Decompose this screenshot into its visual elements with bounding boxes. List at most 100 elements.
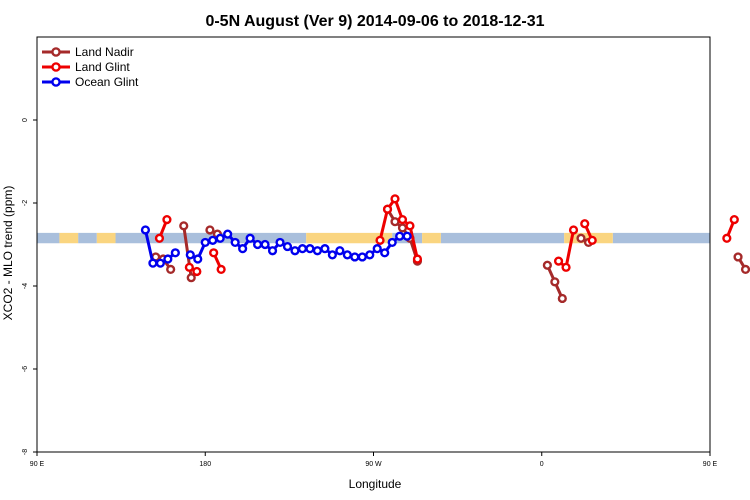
ocean-glint-point xyxy=(282,241,293,252)
ocean-glint-point xyxy=(350,252,360,262)
land-band-1 xyxy=(96,232,116,244)
ocean-band-1 xyxy=(78,232,97,244)
ocean-glint-point xyxy=(327,250,337,260)
ocean-glint-point xyxy=(380,248,390,258)
ocean-band-5 xyxy=(612,232,710,244)
ocean-glint-point xyxy=(200,237,210,248)
x-axis-label: Longitude xyxy=(349,477,402,491)
y-axis: 0 -2 -4 -6 -8 xyxy=(22,37,38,455)
land-nadir-point xyxy=(542,260,552,270)
ocean-glint-point xyxy=(402,231,412,241)
y-axis-label: XCO2 - MLO trend (ppm) xyxy=(1,186,15,321)
land-glint-point xyxy=(729,215,739,225)
ocean-glint-point xyxy=(305,244,315,254)
ocean-glint-point xyxy=(185,250,195,260)
ocean-band-0 xyxy=(37,232,60,244)
land-glint-point xyxy=(375,235,385,245)
land-nadir-point xyxy=(576,233,586,243)
ocean-glint-point xyxy=(312,246,323,256)
legend-item-ocean-glint: Ocean Glint xyxy=(42,75,139,89)
ocean-glint-point xyxy=(215,233,225,243)
ocean-glint-point xyxy=(275,237,285,248)
ocean-glint-point xyxy=(297,244,308,254)
land-glint-point xyxy=(553,256,564,266)
ocean-glint-series xyxy=(140,225,412,268)
chart-title: 0-5N August (Ver 9) 2014-09-06 to 2018-1… xyxy=(205,13,544,30)
land-glint-point xyxy=(580,219,590,229)
ocean-band-4 xyxy=(440,232,565,244)
land-nadir-point xyxy=(205,225,215,235)
x-tick-label: 90 E xyxy=(703,461,718,468)
ocean-glint-point xyxy=(335,246,345,256)
ocean-glint-point xyxy=(230,237,240,248)
land-nadir-point xyxy=(166,264,176,275)
land-nadir-point xyxy=(390,217,400,227)
y-tick-label: 0 xyxy=(22,118,29,122)
x-tick-label: 90 E xyxy=(30,461,45,468)
land-band-0 xyxy=(59,232,79,244)
ocean-glint-point xyxy=(342,250,352,260)
land-glint-point xyxy=(216,264,226,275)
legend-label: Ocean Glint xyxy=(75,75,139,89)
ocean-glint-point xyxy=(238,244,248,254)
ocean-glint-point xyxy=(208,235,218,245)
ocean-glint-point xyxy=(252,239,263,250)
plot-frame xyxy=(36,36,711,453)
ocean-glint-point xyxy=(155,258,165,268)
land-band-3 xyxy=(422,232,441,244)
legend-item-land-glint: Land Glint xyxy=(42,60,130,74)
land-nadir-point xyxy=(733,252,743,262)
ocean-glint-point xyxy=(223,229,233,239)
legend-swatch-marker xyxy=(51,77,61,87)
land-nadir-point xyxy=(740,264,750,274)
land-glint-point xyxy=(722,233,732,243)
land-glint-point xyxy=(154,233,165,243)
y-tick-label: -2 xyxy=(22,200,29,206)
land-nadir-point xyxy=(186,273,196,283)
ocean-glint-point xyxy=(365,250,375,260)
land-glint-point xyxy=(184,262,194,272)
y-tick-label: -4 xyxy=(22,283,29,289)
ocean-glint-point xyxy=(148,258,158,268)
x-tick-label: 180 xyxy=(199,461,211,468)
ocean-glint-point xyxy=(170,248,180,258)
ocean-glint-point xyxy=(320,244,330,254)
ocean-glint-point xyxy=(267,246,278,256)
ocean-glint-point xyxy=(193,254,203,264)
land-glint-point xyxy=(587,235,597,245)
land-glint-point xyxy=(382,204,393,214)
ocean-glint-point xyxy=(387,237,397,248)
legend-label: Land Nadir xyxy=(75,45,134,59)
y-tick-label: -6 xyxy=(22,366,29,372)
series-layer xyxy=(140,194,750,304)
land-nadir-point xyxy=(550,277,560,287)
land-glint-point xyxy=(405,221,415,231)
ocean-glint-point xyxy=(357,252,367,262)
land-nadir-point xyxy=(397,223,408,233)
land-glint-point xyxy=(561,262,571,272)
land-glint-point xyxy=(412,254,423,264)
land-glint-line-3 xyxy=(378,197,419,261)
x-tick-label: 0 xyxy=(540,461,544,468)
land-glint-series xyxy=(154,194,739,277)
ocean-glint-point xyxy=(140,225,151,235)
land-glint-point xyxy=(162,215,172,225)
ocean-glint-point xyxy=(260,239,270,250)
land-glint-point xyxy=(397,215,408,225)
ocean-glint-point xyxy=(163,254,173,264)
legend-swatch-marker xyxy=(51,62,61,72)
x-axis: 90 E 180 90 W 0 90 E xyxy=(30,451,718,468)
land-nadir-series xyxy=(151,204,750,304)
legend-item-land-nadir: Land Nadir xyxy=(42,45,134,59)
land-glint-point xyxy=(209,248,219,258)
ocean-glint-point xyxy=(395,231,405,241)
ocean-glint-point xyxy=(245,233,255,243)
land-nadir-point xyxy=(557,293,567,304)
land-glint-point xyxy=(390,194,400,204)
ocean-glint-point xyxy=(290,246,300,256)
y-tick-label: -8 xyxy=(22,449,29,455)
bands-layer xyxy=(37,232,710,244)
land-glint-point xyxy=(192,266,202,277)
land-nadir-point xyxy=(179,221,189,231)
